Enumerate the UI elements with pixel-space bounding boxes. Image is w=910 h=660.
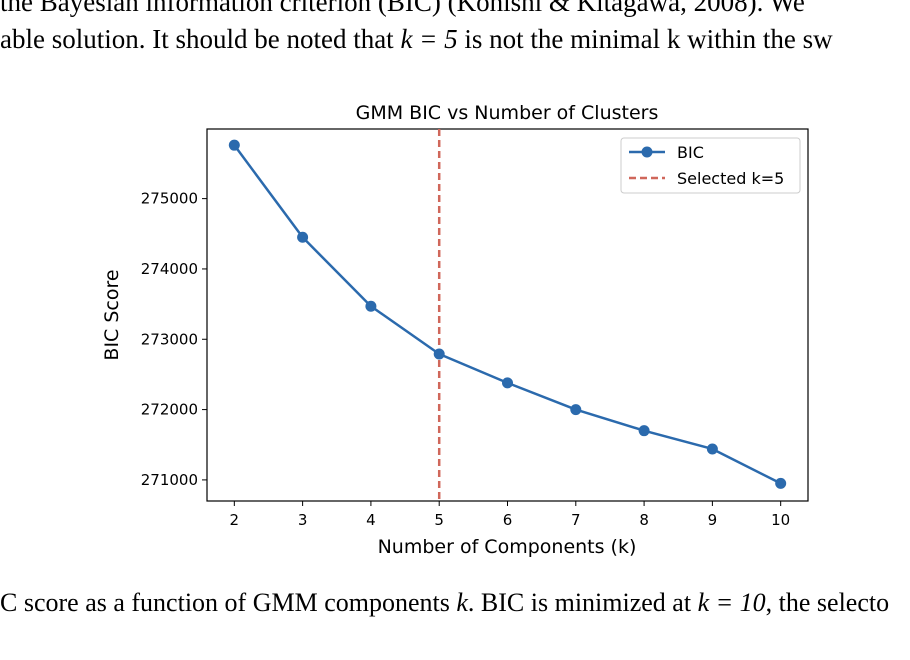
legend-box — [620, 137, 801, 194]
body-text-line-2-part-a: able solution. It should be noted that — [0, 24, 401, 54]
x-tick-label-10: 10 — [771, 511, 790, 529]
legend: BIC Selected k=5 — [620, 137, 801, 194]
x-tick-label-9: 9 — [708, 511, 718, 529]
legend-bic-label: BIC — [677, 143, 704, 162]
data-point-k5 — [433, 348, 445, 360]
legend-selected-label: Selected k=5 — [677, 169, 784, 188]
caption-part-b: . BIC is minimized at — [467, 588, 698, 617]
x-tick-label-7: 7 — [571, 511, 581, 529]
body-text-line-2: able solution. It should be noted that k… — [0, 24, 833, 54]
y-tick-label-275000: 275000 — [141, 190, 198, 208]
y-tick-label-271000: 271000 — [141, 471, 198, 489]
legend-bic-swatch-marker — [641, 146, 653, 158]
data-point-k2 — [228, 139, 240, 151]
body-text-line-1-text: the Bayesian information criterion (BIC)… — [0, 0, 805, 17]
data-point-k7 — [570, 404, 582, 416]
data-point-k10 — [775, 477, 787, 489]
y-axis-ticks: 271000 272000 273000 274000 275000 — [141, 190, 207, 489]
x-axis-label: Number of Components (k) — [378, 536, 637, 558]
y-tick-label-272000: 272000 — [141, 401, 198, 419]
x-tick-label-2: 2 — [230, 511, 240, 529]
y-tick-label-274000: 274000 — [141, 260, 198, 278]
data-point-k3 — [297, 231, 309, 243]
body-text-line-2-part-b: is not the minimal k within the sw — [457, 24, 833, 54]
data-point-k8 — [638, 425, 650, 437]
data-point-k6 — [502, 377, 513, 389]
x-tick-label-3: 3 — [298, 511, 308, 529]
body-text-line-1: the Bayesian information criterion (BIC)… — [0, 0, 805, 17]
data-point-k9 — [706, 443, 718, 455]
y-tick-label-273000: 273000 — [141, 330, 198, 348]
x-tick-label-4: 4 — [366, 511, 376, 529]
caption-math-k: k — [456, 588, 468, 617]
data-point-k4 — [365, 300, 377, 312]
x-tick-label-8: 8 — [639, 511, 649, 529]
caption-part-c: , the selecto — [765, 588, 890, 617]
chart-title: GMM BIC vs Number of Clusters — [356, 102, 659, 124]
body-text-line-2-math: k = 5 — [400, 24, 458, 54]
x-tick-label-5: 5 — [434, 511, 444, 529]
figure-caption: C score as a function of GMM components … — [0, 588, 889, 618]
caption-part-a: C score as a function of GMM components — [0, 588, 457, 617]
y-axis-label: BIC Score — [101, 269, 123, 360]
caption-math-k10: k = 10 — [697, 588, 766, 617]
x-axis-ticks: 2 3 4 5 6 7 8 9 10 — [230, 501, 790, 529]
series-layer — [228, 139, 787, 489]
series-line-bic — [233, 144, 782, 485]
x-tick-label-6: 6 — [503, 511, 513, 529]
